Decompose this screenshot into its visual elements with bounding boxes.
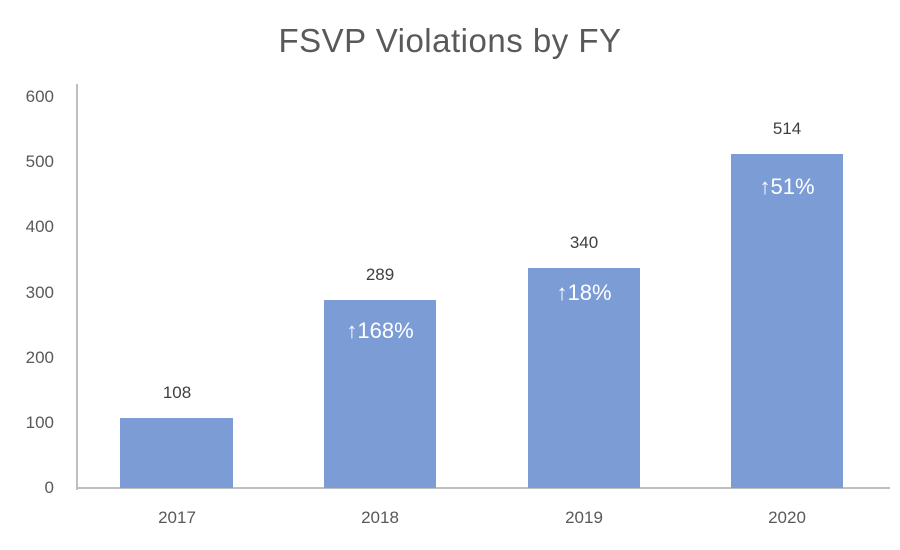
bar-change-label: ↑51% (759, 174, 815, 199)
y-axis-line (76, 84, 78, 490)
bar-value-label: 340 (569, 233, 599, 252)
bar-value-label: 108 (162, 383, 192, 402)
bar-2018: ↑168% (324, 300, 436, 488)
y-tick-100: 100 (25, 413, 54, 432)
y-tick-300: 300 (25, 283, 54, 302)
y-tick-600: 600 (25, 87, 54, 106)
y-tick-400: 400 (25, 217, 54, 236)
x-tick-2019: 2019 (565, 508, 603, 527)
y-tick-0: 0 (44, 478, 54, 497)
bar-change-label: ↑18% (556, 280, 612, 305)
y-tick-500: 500 (25, 152, 54, 171)
bar-value-label: 514 (772, 119, 802, 138)
bar-value-label: 289 (365, 265, 395, 284)
x-tick-2020: 2020 (768, 508, 806, 527)
y-tick-200: 200 (25, 348, 54, 367)
x-tick-2017: 2017 (158, 508, 196, 527)
chart-title: FSVP Violations by FY (278, 22, 622, 59)
bar-2019: ↑18% (528, 268, 640, 488)
bar-2020: ↑51% (731, 154, 843, 488)
x-tick-2018: 2018 (361, 508, 399, 527)
x-axis-line (76, 487, 890, 489)
bar-2017 (120, 418, 233, 488)
bar-change-label: ↑168% (346, 318, 414, 343)
